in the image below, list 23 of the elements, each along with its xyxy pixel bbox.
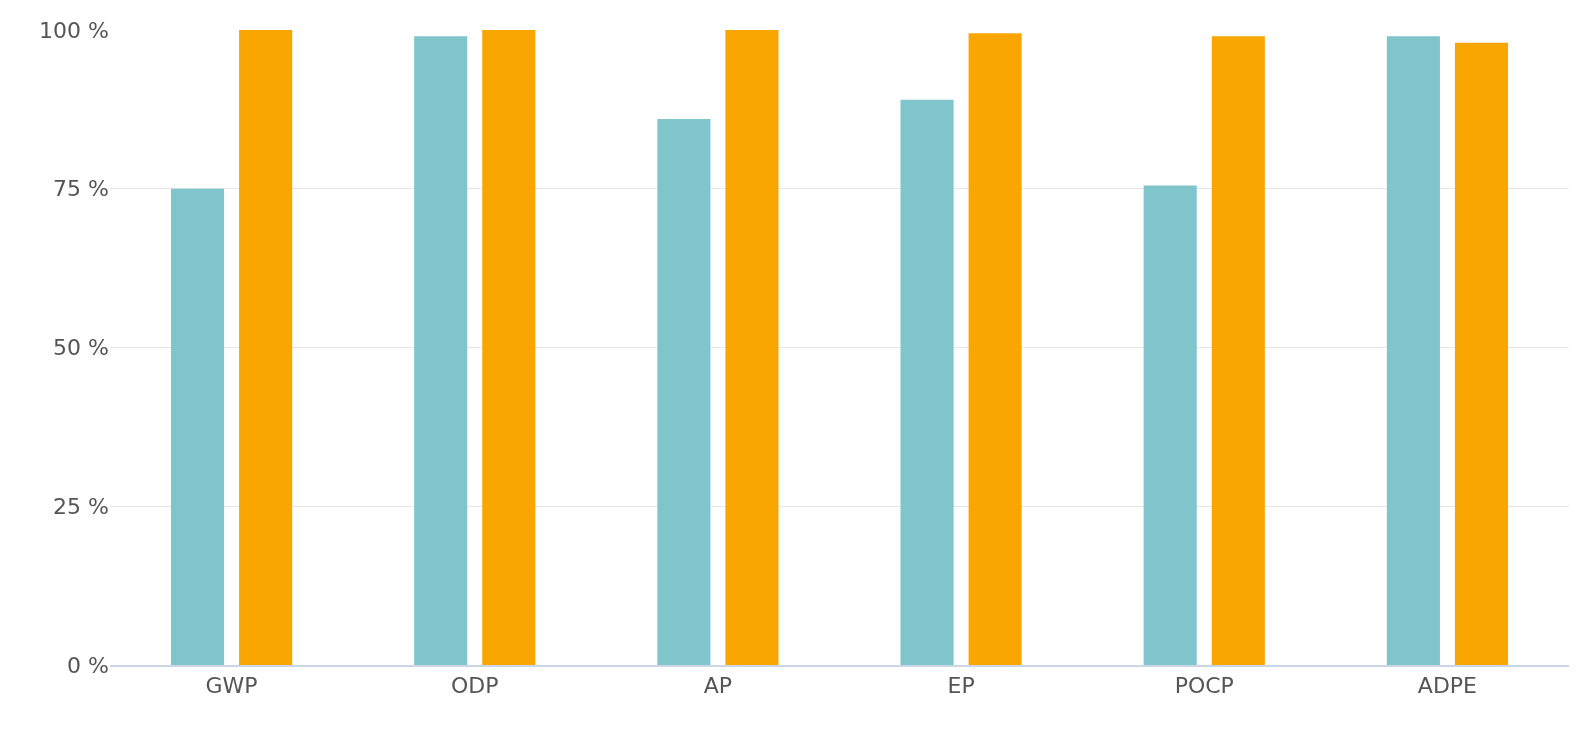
bar (1211, 36, 1265, 665)
bar (414, 36, 468, 665)
x-tick-label: EP (947, 673, 975, 699)
bar (239, 30, 293, 665)
y-tick-label: 25 % (53, 493, 109, 519)
y-tick-label: 100 % (39, 17, 109, 43)
bar (725, 30, 779, 665)
x-tick-label: ADPE (1417, 673, 1478, 699)
bar (1143, 185, 1197, 665)
bar (482, 30, 536, 665)
bar (1454, 42, 1509, 665)
x-tick-label: AP (703, 673, 733, 699)
y-tick-label: 50 % (53, 335, 109, 361)
y-tick-label: 0 % (67, 652, 109, 678)
bar (657, 118, 711, 665)
y-tick-label: 75 % (53, 176, 109, 202)
bar (1386, 36, 1440, 665)
x-tick-label: ODP (450, 673, 499, 699)
x-tick-label: GWP (205, 673, 258, 699)
bar (968, 33, 1022, 665)
bar (170, 188, 225, 665)
bar (900, 99, 954, 665)
x-tick-label: POCP (1174, 673, 1234, 699)
